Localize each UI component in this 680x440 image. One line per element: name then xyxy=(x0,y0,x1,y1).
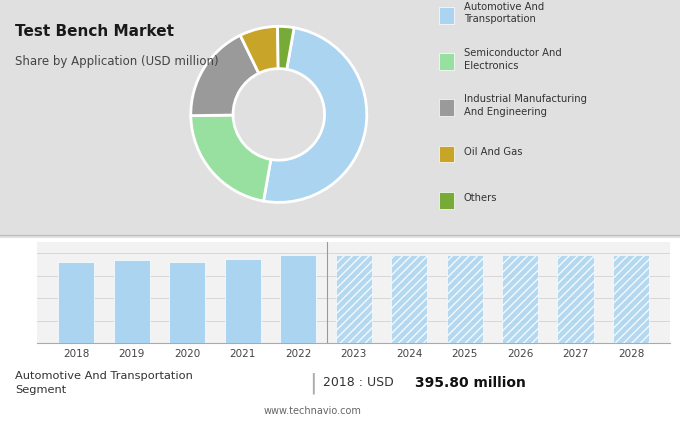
Text: 395.80 million: 395.80 million xyxy=(415,376,526,390)
Text: Oil And Gas: Oil And Gas xyxy=(464,147,522,157)
Text: Test Bench Market: Test Bench Market xyxy=(15,24,174,39)
Bar xyxy=(502,256,538,343)
Text: Industrial Manufacturing
And Engineering: Industrial Manufacturing And Engineering xyxy=(464,95,587,117)
Bar xyxy=(58,262,95,343)
Text: www.technavio.com: www.technavio.com xyxy=(264,407,362,416)
Text: Semiconductor And
Electronics: Semiconductor And Electronics xyxy=(464,48,562,70)
Text: |: | xyxy=(309,372,317,393)
Bar xyxy=(169,262,205,343)
Wedge shape xyxy=(191,115,271,201)
Bar xyxy=(558,256,594,343)
Wedge shape xyxy=(240,26,278,73)
Wedge shape xyxy=(191,35,259,116)
Bar xyxy=(613,256,649,343)
Bar xyxy=(447,256,483,343)
Text: 2018 : USD: 2018 : USD xyxy=(323,376,398,389)
Text: Automotive And Transportation
Segment: Automotive And Transportation Segment xyxy=(15,371,193,395)
Bar xyxy=(224,259,260,343)
Bar xyxy=(335,256,372,343)
Wedge shape xyxy=(277,26,294,70)
Wedge shape xyxy=(264,28,367,202)
Bar xyxy=(391,256,427,343)
Bar xyxy=(280,256,316,343)
Text: Others: Others xyxy=(464,193,497,203)
Bar xyxy=(114,260,150,343)
Text: Share by Application (USD million): Share by Application (USD million) xyxy=(15,55,218,68)
Text: Automotive And
Transportation: Automotive And Transportation xyxy=(464,2,544,24)
